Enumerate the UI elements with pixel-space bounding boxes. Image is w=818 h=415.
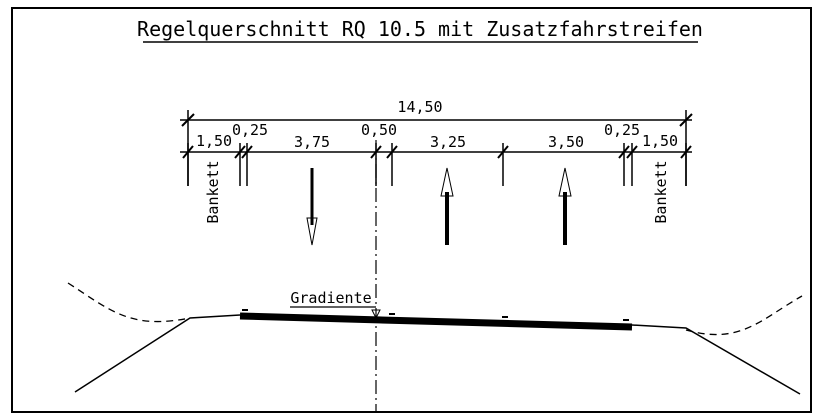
dimension-label: 0,25 <box>232 121 268 139</box>
tick <box>181 113 195 127</box>
tick <box>626 145 638 159</box>
dimension-label: 14,50 <box>397 98 442 116</box>
tick <box>497 145 509 159</box>
tick <box>618 145 630 159</box>
shoulder-label: Bankett <box>652 160 670 223</box>
pavement <box>239 312 633 331</box>
embankment <box>74 314 241 393</box>
dimension-label: 1,50 <box>642 132 678 150</box>
shoulder-label: Bankett <box>204 160 222 223</box>
dimension-label: 3,75 <box>294 133 330 151</box>
tick <box>182 145 194 159</box>
dimension-label: 3,50 <box>548 133 584 151</box>
tick <box>679 113 693 127</box>
arrow-head <box>306 217 318 246</box>
embankment <box>631 324 801 395</box>
arrow-head <box>558 167 572 197</box>
dimension-label: 0,25 <box>604 121 640 139</box>
dimension-label: 1,50 <box>196 132 232 150</box>
title: Regelquerschnitt RQ 10.5 mit Zusatzfahrs… <box>137 17 703 41</box>
frame <box>11 7 812 413</box>
tick <box>386 145 398 159</box>
grade-arrow <box>371 309 381 320</box>
tick <box>241 145 253 159</box>
tick <box>680 145 692 159</box>
dimension-label: 0,50 <box>361 121 397 139</box>
grade-label: Gradiente <box>290 289 371 307</box>
dimension-label: 3,25 <box>430 133 466 151</box>
existing-ground <box>685 295 803 336</box>
existing-ground <box>67 282 191 323</box>
arrow-head <box>440 167 454 197</box>
tick <box>234 145 246 159</box>
